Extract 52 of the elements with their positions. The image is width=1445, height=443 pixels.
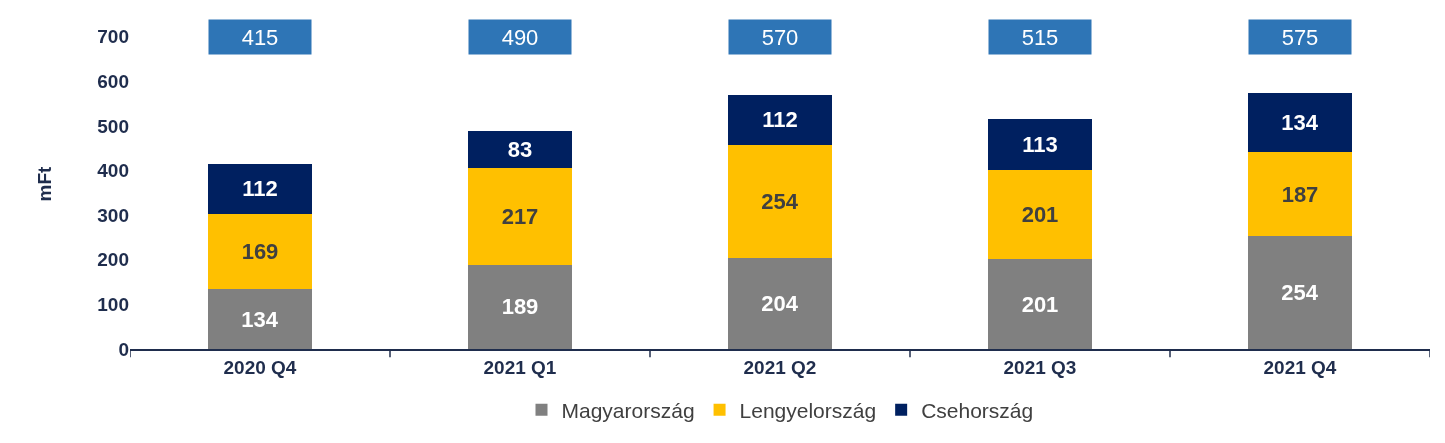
y-tick-label: 300 — [97, 204, 129, 226]
data-label: 254 — [761, 188, 799, 214]
y-tick-label: 600 — [97, 71, 129, 93]
bar — [208, 289, 312, 349]
bar — [728, 144, 832, 259]
bar — [988, 259, 1092, 349]
y-tick-label: 500 — [97, 115, 129, 137]
y-tick-label: 700 — [97, 26, 129, 48]
data-label: 187 — [1281, 181, 1319, 207]
legend-label: Magyarország — [561, 398, 695, 422]
data-label: 112 — [762, 107, 798, 133]
annotation: 575 — [1281, 24, 1319, 50]
x-tick-label: 2021 Q2 — [743, 356, 817, 378]
annotation: 490 — [501, 24, 539, 50]
data-label: 134 — [1281, 109, 1319, 135]
data-label: 134 — [241, 306, 279, 332]
data-label: 204 — [761, 291, 799, 317]
data-label: 254 — [1281, 279, 1319, 305]
x-tick-label: 2021 Q3 — [1003, 356, 1077, 378]
data-label: 201 — [1021, 291, 1059, 317]
bar — [468, 264, 572, 349]
data-label: 189 — [501, 294, 539, 320]
data-label: 112 — [242, 176, 278, 202]
annotation: 415 — [241, 24, 279, 50]
bar — [988, 119, 1092, 170]
data-label: 113 — [1022, 132, 1058, 158]
bar — [208, 163, 312, 214]
legend-label: Csehország — [921, 398, 1034, 422]
y-axis-title: mFt — [34, 165, 56, 202]
y-tick-label: 100 — [97, 294, 129, 316]
x-tick-label: 2020 Q4 — [223, 356, 297, 378]
bar — [208, 213, 312, 290]
bar — [468, 167, 572, 265]
x-tick-label: 2021 Q1 — [483, 356, 557, 378]
bar — [988, 169, 1092, 260]
data-label: 201 — [1021, 202, 1059, 228]
data-label: 169 — [241, 239, 279, 265]
legend-label: Lengyelország — [739, 398, 877, 422]
y-tick-label: 400 — [97, 160, 129, 182]
bar — [1248, 235, 1352, 349]
bar — [1248, 152, 1352, 236]
y-tick-label: 200 — [97, 249, 129, 271]
bar — [468, 130, 572, 168]
annotation: 570 — [761, 24, 799, 50]
bar — [728, 258, 832, 349]
bar — [1248, 92, 1352, 153]
annotation: 515 — [1021, 24, 1059, 50]
x-tick-label: 2021 Q4 — [1263, 356, 1337, 378]
data-label: 217 — [501, 203, 539, 229]
data-label: 83 — [507, 136, 533, 162]
bar — [728, 94, 832, 145]
y-tick-label: 0 — [118, 338, 129, 360]
